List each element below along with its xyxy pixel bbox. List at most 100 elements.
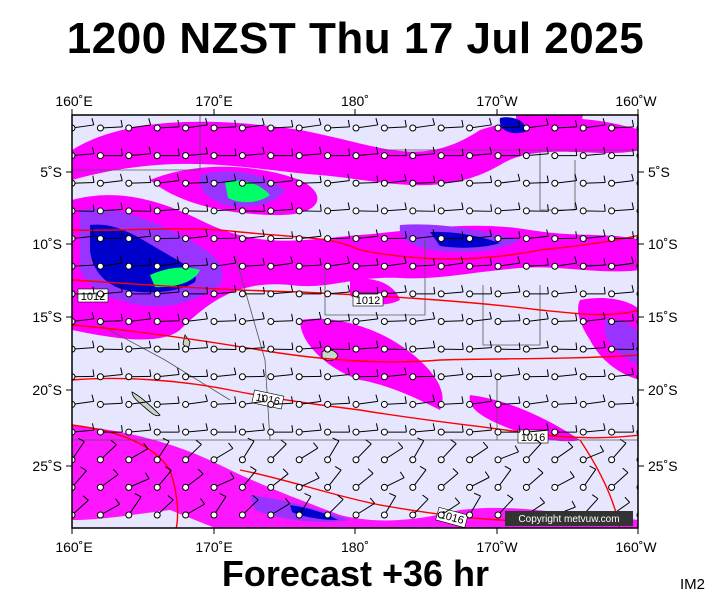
wind-barb xyxy=(153,173,180,187)
wind-barb xyxy=(352,204,379,215)
island-new-caledonia xyxy=(131,391,161,417)
wind-barb xyxy=(125,340,152,353)
wind-barb xyxy=(494,494,514,519)
wind-barb xyxy=(210,493,227,519)
wind-barb xyxy=(409,494,429,519)
wind-barb xyxy=(125,472,150,491)
lat-labels-left: 5˚S 10˚S 15˚S 20˚S 25˚S xyxy=(32,164,62,474)
wind-barb xyxy=(267,119,294,132)
rain-area xyxy=(72,510,215,528)
lon-label: 170˚W xyxy=(476,93,518,109)
wind-barb xyxy=(579,311,606,325)
wind-barb xyxy=(295,258,322,270)
wind-barb xyxy=(352,146,379,160)
wind-barb xyxy=(551,148,578,160)
wind-barb xyxy=(551,202,578,215)
wind-barb xyxy=(636,152,638,159)
wind-barb xyxy=(210,148,237,160)
wind-barb xyxy=(437,202,464,215)
wind-barb xyxy=(295,471,320,491)
wind-barb xyxy=(182,258,209,270)
wind-barb xyxy=(125,311,152,325)
wind-barb xyxy=(466,286,493,298)
wind-barb xyxy=(579,258,606,270)
wind-barb xyxy=(238,258,265,270)
rain-area xyxy=(72,425,638,528)
wind-barb xyxy=(522,438,542,464)
wind-barb xyxy=(267,439,287,464)
wind-barb xyxy=(522,118,549,132)
wind-barb xyxy=(551,231,578,243)
wind-barb xyxy=(522,258,549,270)
lat-label: 25˚S xyxy=(32,458,62,474)
wind-barb xyxy=(267,367,294,381)
wind-barb xyxy=(579,118,606,132)
wind-barb xyxy=(522,369,549,381)
lat-label: 20˚S xyxy=(32,382,62,398)
wind-barb xyxy=(267,342,294,353)
wind-barb xyxy=(437,173,464,187)
wind-barb xyxy=(125,175,152,187)
wind-barb xyxy=(409,369,436,381)
wind-barb xyxy=(409,229,436,243)
wind-barb xyxy=(96,367,123,381)
rain-area xyxy=(150,267,200,288)
wind-barb xyxy=(210,342,237,353)
wind-barb xyxy=(608,284,635,298)
lat-label: 25˚S xyxy=(648,458,678,474)
wind-barb xyxy=(494,256,521,270)
wind-barb xyxy=(608,438,627,464)
lat-label: 15˚S xyxy=(648,309,678,325)
wind-barb xyxy=(466,340,493,353)
wind-barb xyxy=(551,441,574,464)
wind-barb xyxy=(608,119,635,132)
wind-barb xyxy=(96,119,123,132)
wind-barb xyxy=(409,340,436,353)
lon-label: 160˚E xyxy=(55,93,92,109)
wind-barb xyxy=(182,439,202,464)
wind-barb xyxy=(437,119,464,132)
wind-barb xyxy=(608,256,634,270)
wind-barb xyxy=(153,495,174,519)
wind-barb xyxy=(380,425,407,436)
wind-barb xyxy=(324,466,342,491)
wind-barb xyxy=(380,367,407,381)
rain-area xyxy=(300,318,443,410)
wind-barb xyxy=(409,204,436,215)
wind-barb xyxy=(238,369,265,381)
wind-barb xyxy=(295,423,322,436)
wind-barb xyxy=(352,439,372,464)
rain-area xyxy=(225,180,270,203)
wind-barb xyxy=(522,394,549,408)
wind-barb xyxy=(96,425,123,436)
lat-labels-right: 5˚S 10˚S 15˚S 20˚S 25˚S xyxy=(648,164,678,474)
wind-barb xyxy=(210,425,237,436)
wind-barb xyxy=(608,148,635,160)
lon-label: 160˚W xyxy=(615,539,657,555)
wind-barb xyxy=(267,396,294,408)
wind-barb xyxy=(380,148,407,160)
wind-barb xyxy=(522,467,544,491)
wind-barb xyxy=(210,173,237,187)
wind-barb xyxy=(125,258,152,270)
wind-barb xyxy=(494,445,519,464)
wind-barb xyxy=(494,425,521,436)
wind-barb xyxy=(295,340,322,353)
wind-barb xyxy=(238,340,265,353)
wind-barb xyxy=(96,498,121,519)
rain-area xyxy=(72,117,638,186)
wind-barb xyxy=(324,256,350,270)
wind-barb xyxy=(267,202,294,215)
wind-barb xyxy=(153,119,180,132)
wind-barb xyxy=(551,256,578,270)
wind-barb xyxy=(182,311,208,325)
wind-barb xyxy=(238,118,265,132)
wind-barb xyxy=(551,342,578,353)
wind-barb xyxy=(182,229,208,243)
wind-barb xyxy=(466,394,492,408)
wind-barb xyxy=(267,313,294,325)
wind-barb xyxy=(210,472,235,491)
wind-barb xyxy=(466,204,493,215)
wind-barb xyxy=(125,442,149,464)
